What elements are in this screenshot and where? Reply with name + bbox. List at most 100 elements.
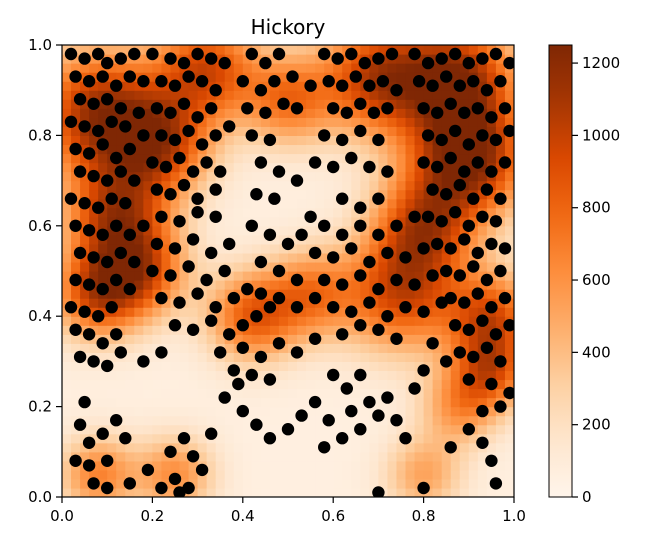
scatter-point [137, 355, 150, 368]
heatmap-cell [351, 90, 361, 100]
heatmap-cell [297, 361, 307, 372]
heatmap-cell [269, 153, 280, 164]
heatmap-cell [134, 180, 144, 191]
scatter-point [164, 188, 177, 201]
scatter-point [87, 169, 100, 183]
heatmap-cell [369, 207, 379, 218]
heatmap-cell [351, 225, 361, 236]
heatmap-cell [98, 307, 108, 317]
heatmap-cell [351, 442, 361, 453]
heatmap-cell [495, 234, 506, 245]
heatmap-cell [98, 63, 108, 73]
scatter-point [110, 79, 123, 92]
heatmap-cell [134, 460, 144, 471]
heatmap-cell [459, 243, 470, 254]
heatmap-cell [143, 307, 153, 317]
scatter-point [345, 404, 358, 418]
heatmap-cell [62, 180, 72, 191]
heatmap-cell [432, 280, 443, 290]
heatmap-cell [450, 216, 461, 227]
heatmap-cell [143, 316, 153, 326]
heatmap-cell [197, 352, 208, 362]
heatmap-cell [80, 252, 90, 263]
scatter-point [123, 282, 136, 296]
heatmap-cell [432, 460, 443, 471]
heatmap-cell [80, 361, 90, 372]
heatmap-cell [378, 180, 389, 191]
heatmap-cell [459, 261, 470, 272]
scatter-point [327, 102, 340, 115]
heatmap-cell [116, 126, 126, 136]
heatmap-cell [260, 216, 271, 227]
heatmap-cell [495, 162, 506, 173]
scatter-point [304, 210, 317, 223]
heatmap-cell [206, 442, 217, 453]
heatmap-cell [387, 451, 398, 462]
heatmap-cell [161, 63, 172, 73]
heatmap-cell [432, 397, 443, 408]
heatmap-cell [143, 90, 153, 100]
heatmap-cell [387, 198, 398, 209]
heatmap-cell [504, 397, 514, 408]
heatmap-cell [251, 108, 262, 118]
heatmap-cell [450, 117, 461, 127]
heatmap-cell [342, 442, 352, 453]
scatter-point [471, 156, 484, 169]
heatmap-cell [278, 343, 289, 353]
heatmap-cell [89, 63, 99, 73]
scatter-point [186, 165, 200, 178]
heatmap-cell [80, 108, 90, 118]
heatmap-cell [179, 162, 190, 173]
heatmap-cell [378, 379, 389, 390]
heatmap-cell [134, 325, 144, 335]
heatmap-cell [152, 252, 163, 263]
heatmap-cell [224, 478, 235, 489]
heatmap-cell [477, 451, 488, 462]
heatmap-cell [143, 487, 153, 497]
heatmap-cell [387, 325, 398, 335]
scatter-point [354, 319, 367, 332]
heatmap-cell [288, 280, 298, 290]
heatmap-cell [495, 126, 506, 136]
heatmap-cell [351, 325, 361, 335]
scatter-point [177, 56, 191, 70]
heatmap-cell [278, 189, 289, 200]
heatmap-cell [215, 298, 226, 308]
heatmap-cell [71, 171, 81, 182]
heatmap-cell [423, 117, 434, 127]
heatmap-cell [378, 207, 389, 218]
heatmap-cell [62, 280, 72, 290]
heatmap-cell [297, 189, 307, 200]
heatmap-cell [251, 54, 262, 64]
heatmap-cell [297, 298, 307, 308]
scatter-point [462, 56, 475, 70]
heatmap-cell [278, 478, 289, 489]
heatmap-cell [297, 180, 307, 191]
scatter-point [250, 310, 263, 323]
heatmap-cell [459, 307, 470, 317]
heatmap-cell [324, 325, 334, 335]
heatmap-cell [351, 63, 361, 73]
heatmap-cell [152, 424, 163, 435]
heatmap-cell [324, 45, 334, 55]
scatter-point [444, 97, 457, 111]
heatmap-cell [161, 343, 172, 353]
heatmap-cell [441, 316, 452, 326]
heatmap-cell [306, 424, 316, 435]
heatmap-cell [360, 171, 370, 182]
heatmap-cell [170, 415, 181, 426]
heatmap-cell [170, 90, 181, 100]
scatter-point [440, 264, 453, 278]
heatmap-cell [387, 126, 398, 136]
heatmap-cell [233, 225, 244, 236]
heatmap-cell [62, 469, 72, 480]
heatmap-cell [116, 180, 126, 191]
heatmap-cell [450, 352, 461, 362]
scatter-point [137, 75, 150, 88]
heatmap-cell [143, 198, 153, 209]
heatmap-cell [495, 180, 506, 191]
heatmap-cell [116, 451, 126, 462]
heatmap-cell [269, 90, 280, 100]
heatmap-cell [441, 81, 452, 91]
scatter-point [78, 305, 91, 318]
